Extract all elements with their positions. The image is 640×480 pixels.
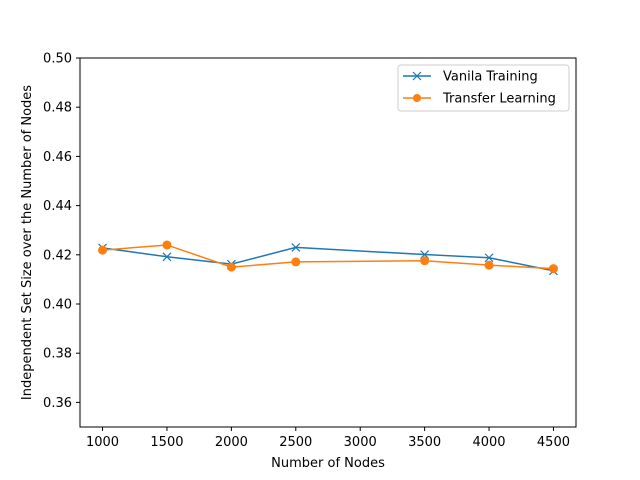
y-axis: 0.36 0.38 0.40 0.42 0.44 0.46 0.48 0.50	[43, 52, 80, 411]
y-tick-label: 0.42	[43, 248, 72, 263]
legend-marker	[413, 94, 421, 102]
y-axis-label: Independent Set Size over the Number of …	[20, 85, 35, 400]
x-axis: 1000 1500 2000 2500 3000 3500 4000 4500	[86, 427, 570, 450]
x-tick-label: 4500	[537, 435, 570, 450]
legend-marker	[412, 71, 422, 81]
x-tick-label: 1000	[86, 435, 119, 450]
plot-frame	[79, 57, 577, 428]
data-point	[291, 257, 301, 267]
x-tick-label: 3000	[344, 435, 377, 450]
series-layer	[98, 240, 558, 276]
y-tick-label: 0.46	[43, 150, 72, 165]
y-tick-label: 0.44	[43, 199, 72, 214]
y-tick-label: 0.40	[43, 298, 72, 313]
x-tick-label: 2000	[215, 435, 248, 450]
y-tick-label: 0.36	[43, 396, 72, 411]
x-tick-label: 1500	[150, 435, 183, 450]
y-tick-label: 0.38	[43, 347, 72, 362]
y-tick-label: 0.48	[43, 101, 72, 116]
plot-area	[80, 58, 576, 427]
legend-label: Vanila Training	[443, 70, 538, 85]
x-tick-label: 4000	[472, 435, 505, 450]
data-point	[420, 256, 430, 266]
data-point	[162, 240, 172, 250]
legend: Vanila Training Transfer Learning	[397, 64, 570, 112]
x-axis-label: Number of Nodes	[271, 456, 385, 471]
data-point	[291, 242, 301, 252]
data-point	[484, 260, 494, 270]
data-point	[162, 252, 172, 262]
x-tick-label: 2500	[279, 435, 312, 450]
x-tick-label: 3500	[408, 435, 441, 450]
legend-label: Transfer Learning	[442, 92, 556, 107]
y-tick-label: 0.50	[43, 52, 72, 67]
data-point	[226, 262, 236, 272]
data-point	[98, 245, 108, 255]
legend-box	[397, 64, 570, 112]
data-point	[484, 253, 494, 263]
data-point	[548, 264, 558, 274]
